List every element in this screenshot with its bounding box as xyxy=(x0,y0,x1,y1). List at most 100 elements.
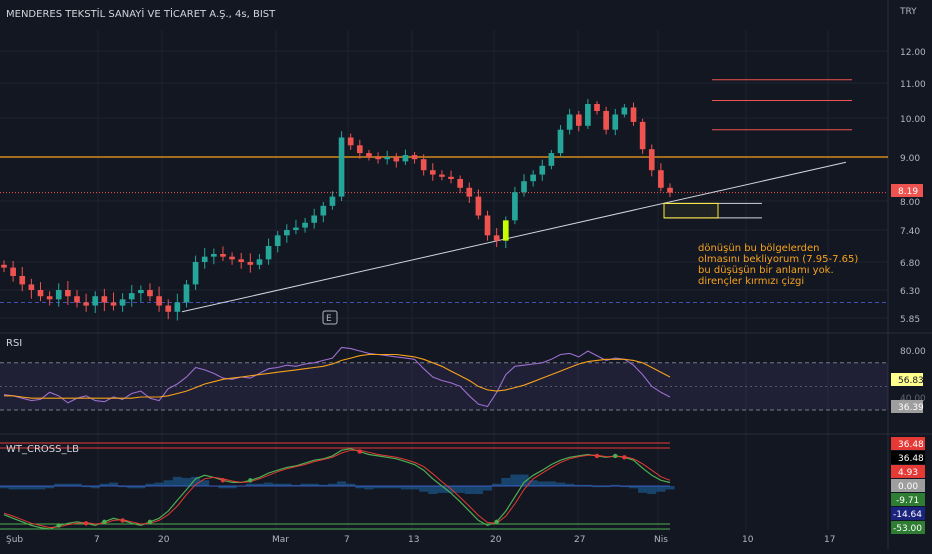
wt-hist-bar xyxy=(172,476,182,486)
candle-body xyxy=(247,262,254,265)
wt-hist-bar xyxy=(136,486,146,489)
wt-badge xyxy=(891,507,925,520)
wt-hist-bar xyxy=(108,482,119,486)
wt-hist-bar xyxy=(163,480,173,486)
wt-cross-dot xyxy=(622,455,627,460)
wt-hist-bar xyxy=(273,483,283,486)
candle-body xyxy=(502,220,509,241)
candle-body xyxy=(147,290,153,297)
wt-label: 36.48 xyxy=(898,440,924,450)
price-axis: 12.00 11.00 10.00 9.00 8.00 7.40 6.80 6.… xyxy=(891,48,926,325)
wt-hist-bar xyxy=(492,483,502,486)
wt-hist-bar xyxy=(245,483,255,486)
wt-hist-bar xyxy=(45,486,55,489)
earnings-marker[interactable]: E xyxy=(326,314,332,324)
wt-hist-bar xyxy=(200,480,210,486)
candle-body xyxy=(375,157,381,160)
candle-body xyxy=(183,284,190,303)
candle-body xyxy=(138,290,144,294)
wt-hist-bar xyxy=(482,486,493,491)
wt-hist-bar xyxy=(8,486,18,490)
wt-badge xyxy=(891,521,925,534)
candle-body xyxy=(128,293,135,300)
wt-badge xyxy=(891,493,925,506)
last-price-label: 8.19 xyxy=(898,187,918,197)
candle-body xyxy=(566,114,573,130)
wt-hist-bar xyxy=(638,486,648,493)
candle-body xyxy=(512,192,518,221)
candle-body xyxy=(238,259,245,262)
candle-body xyxy=(457,179,463,188)
candle-body xyxy=(283,230,290,236)
wt-hist-bar xyxy=(218,486,228,489)
wt-hist-bar xyxy=(209,486,219,487)
wt-cross-dot xyxy=(83,521,89,526)
wt-title: WT_CROSS_LB xyxy=(6,444,79,455)
wt-hist-bar xyxy=(656,486,666,492)
rsi-ma-badge xyxy=(891,373,923,386)
earnings-marker-box[interactable] xyxy=(322,310,338,325)
price-pane xyxy=(0,79,888,321)
y-tick: 6.30 xyxy=(900,287,920,297)
rsi-tick-partial: 40.00 xyxy=(900,394,926,404)
annotation-layer: dönüşün bu bölgelerden olmasını bekliyor… xyxy=(322,243,858,325)
annotation-line-1: dönüşün bu bölgelerden xyxy=(698,243,820,254)
wt-hist-bar xyxy=(473,486,483,495)
wt-hist-bar xyxy=(409,486,420,490)
candle-body xyxy=(484,215,491,236)
y-tick: 7.40 xyxy=(900,227,920,237)
wt-cross-dot xyxy=(613,453,618,459)
wt-cross-dot xyxy=(102,519,107,525)
y-tick: 9.00 xyxy=(900,154,920,164)
candle-body xyxy=(302,222,308,228)
wt-label: 4.93 xyxy=(898,468,918,478)
candle-body xyxy=(521,181,527,193)
wt-cross-dot xyxy=(56,523,61,528)
wt-hist-bar xyxy=(528,480,538,486)
wt2-line xyxy=(3,449,671,529)
wt-hist-bar xyxy=(17,486,27,490)
candle-body xyxy=(174,302,181,312)
wt-badge xyxy=(891,437,925,450)
wt-hist-bar xyxy=(337,481,347,486)
wt-hist-bar xyxy=(364,486,374,490)
candle-body xyxy=(575,114,582,126)
wt-hist-bar xyxy=(327,483,337,486)
rsi-band xyxy=(0,362,888,410)
wt1-line xyxy=(3,448,671,530)
candle-body xyxy=(621,107,628,115)
candle-body xyxy=(384,157,391,160)
candle-body xyxy=(83,302,89,306)
candle-body xyxy=(557,129,564,154)
wt-hist-bar xyxy=(81,486,91,488)
wt-hist-bar xyxy=(583,484,593,486)
wt-hist-bar xyxy=(546,481,556,486)
candle-body xyxy=(211,254,217,257)
candle-body xyxy=(630,107,637,122)
annotation-line-2: olmasını bekliyorum (7.95-7.65) xyxy=(698,254,858,265)
wt-badge xyxy=(891,465,925,478)
y-tick: 8.00 xyxy=(900,198,920,208)
candle-body xyxy=(65,290,71,297)
wt-hist-bar xyxy=(382,486,392,489)
y-tick: 5.85 xyxy=(900,315,920,325)
wt-pane xyxy=(0,442,675,530)
y-tick: 11.00 xyxy=(900,80,926,90)
candle-body xyxy=(539,165,546,175)
candle-body xyxy=(156,296,162,306)
candle-body xyxy=(475,196,482,216)
wt-hist-bar xyxy=(300,483,310,486)
target-zone xyxy=(663,202,719,219)
candle-body xyxy=(429,170,436,175)
candle-body xyxy=(594,104,600,111)
wt-label: -14.64 xyxy=(893,510,922,520)
trendline xyxy=(181,161,847,313)
candle-body xyxy=(101,296,108,303)
wt-cross-dot xyxy=(357,449,363,454)
rsi-title: RSI xyxy=(6,338,22,349)
candle-body xyxy=(667,187,673,193)
candle-body xyxy=(603,111,609,130)
candle-body xyxy=(639,121,646,150)
